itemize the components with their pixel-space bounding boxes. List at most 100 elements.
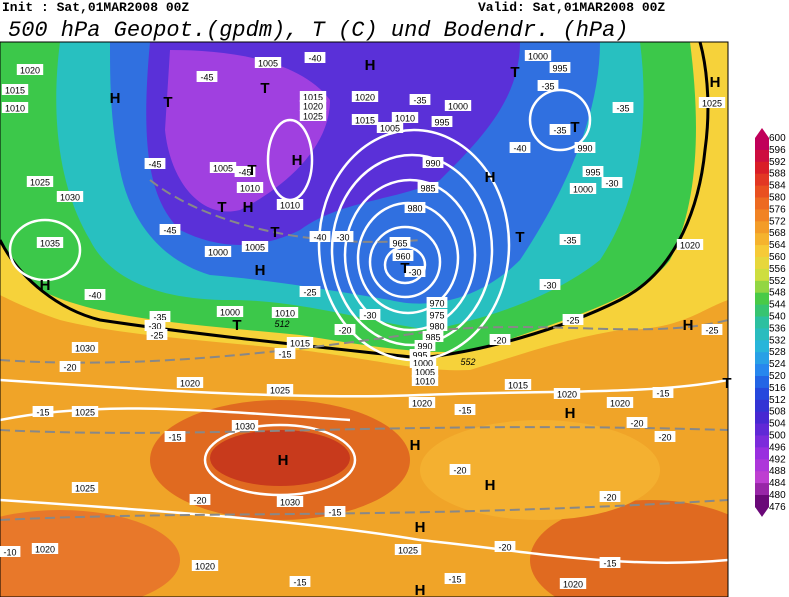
isobar-label-box: [351, 91, 379, 102]
temperature-label-box: [444, 573, 466, 584]
isobar-label-box: [411, 375, 439, 386]
temperature-label-box: [164, 431, 186, 442]
colorbar-swatch: [755, 221, 769, 234]
isobar-label-box: [31, 543, 59, 554]
isobar-label-box: [553, 388, 581, 399]
temperature-label: -30: [336, 233, 349, 243]
temperature-label-box: [324, 506, 346, 517]
colorbar-label: 480: [769, 490, 786, 501]
pressure-center: T: [515, 229, 524, 246]
temperature-label-box: [289, 576, 311, 587]
colorbar-swatch: [755, 399, 769, 413]
isobar-label: 1015: [303, 93, 323, 103]
pressure-center: H: [365, 57, 376, 74]
isobar-label-box: [389, 237, 411, 248]
isobar-label: 995: [412, 351, 427, 361]
pressure-center: T: [163, 94, 172, 111]
isobar-label: 1025: [702, 99, 722, 109]
temperature-label: -40: [313, 233, 326, 243]
isobar-label-box: [504, 379, 532, 390]
pressure-center: T: [510, 64, 519, 81]
isobar-label: 1020: [303, 102, 323, 112]
colorbar-label: 556: [769, 264, 786, 275]
colorbar-label: 524: [769, 359, 786, 370]
temperature-label-box: [299, 286, 321, 297]
temperature-label: -20: [338, 326, 351, 336]
colorbar-label: 504: [769, 419, 786, 430]
isobar-label: 1030: [60, 193, 80, 203]
temperature-label: -15: [328, 508, 341, 518]
colorbar-swatch: [755, 197, 769, 210]
colorbar-label: 488: [769, 466, 786, 477]
colorbar: 6005965925885845805765725685645605565525…: [755, 128, 786, 517]
temperature-label: -15: [293, 578, 306, 588]
isobar-label: 1020: [680, 241, 700, 251]
isobar-label: 1025: [303, 112, 323, 122]
isobar-label: 1020: [195, 562, 215, 572]
colorbar-swatch: [755, 423, 769, 436]
colorbar-swatch: [755, 292, 769, 306]
temperature-label: -35: [553, 126, 566, 136]
temperature-label-box: [652, 387, 674, 398]
isobar-label-box: [411, 366, 439, 377]
isobar-label: 1010: [240, 184, 260, 194]
temperature-label: -25: [566, 316, 579, 326]
isobar-label-box: [409, 357, 437, 368]
isobar-label-box: [376, 122, 404, 133]
isobar-label: 1005: [415, 368, 435, 378]
isobar-label-box: [176, 377, 204, 388]
temperature-label: -30: [363, 311, 376, 321]
isobar-label: 1025: [270, 386, 290, 396]
isobar-label-box: [409, 349, 431, 360]
colorbar-swatch: [755, 316, 769, 329]
isobar-label: 985: [420, 184, 435, 194]
colorbar-label: 476: [769, 502, 786, 513]
temperature-label-box: [489, 334, 511, 345]
colorbar-swatch: [755, 161, 769, 175]
colorbar-label: 528: [769, 347, 786, 358]
temperature-label-box: [549, 124, 571, 135]
colorbar-label: 484: [769, 478, 786, 489]
temperature-label-box: [626, 417, 648, 428]
map-title: 500 hPa Geopot.(gpdm), T (C) und Bodendr…: [8, 18, 629, 43]
temperature-label-box: [612, 102, 634, 113]
isobar-label: 990: [417, 342, 432, 352]
isobar-label: 1010: [415, 377, 435, 387]
pressure-center: T: [247, 162, 256, 179]
isobar-label: 1020: [557, 390, 577, 400]
isobar-label: 1035: [40, 239, 60, 249]
temperature-label-box: [32, 406, 54, 417]
colorbar-swatch: [755, 411, 769, 425]
isobar-label-box: [676, 239, 704, 250]
temperature-label: -35: [541, 82, 554, 92]
isobar-label-box: [241, 241, 269, 252]
isobar-label-box: [16, 64, 44, 75]
temperature-label: -30: [408, 268, 421, 278]
isobar-label-box: [417, 182, 439, 193]
pressure-center: T: [232, 317, 241, 334]
pressure-center: H: [565, 405, 576, 422]
pressure-center: H: [243, 199, 254, 216]
temperature-label-box: [559, 234, 581, 245]
temperature-label: -45: [163, 226, 176, 236]
temperature-label: -30: [605, 179, 618, 189]
isobar-label-box: [431, 116, 453, 127]
temperature-label: -45: [148, 160, 161, 170]
temperature-label-box: [274, 348, 296, 359]
isobar-label: 1005: [380, 124, 400, 134]
colorbar-label: 588: [769, 169, 786, 180]
isobar-label: 1025: [398, 546, 418, 556]
colorbar-label: 572: [769, 216, 786, 227]
isobar-label-box: [606, 397, 634, 408]
valid-time: Valid: Sat,01MAR2008 00Z: [478, 0, 665, 15]
colorbar-label: 532: [769, 335, 786, 346]
isobar-label-box: [216, 306, 244, 317]
temperature-label: -30: [148, 322, 161, 332]
isobar-label: 1020: [20, 66, 40, 76]
isobar-label: 1030: [280, 498, 300, 508]
colorbar-swatch: [755, 209, 769, 222]
isobar-label: 1010: [5, 104, 25, 114]
colorbar-swatch: [755, 233, 769, 246]
isobar-label: 1020: [355, 93, 375, 103]
temperature-label-box: [701, 324, 723, 335]
